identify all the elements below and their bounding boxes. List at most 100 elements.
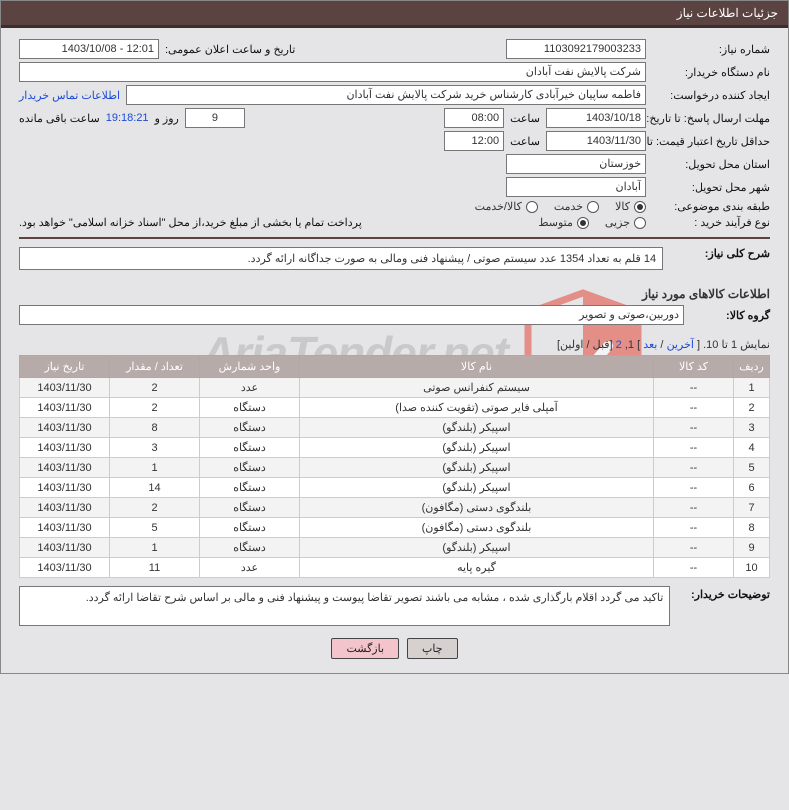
table-cell: آمپلی فایر صوتی (تقویت کننده صدا)	[300, 398, 654, 418]
table-cell: 1403/11/30	[20, 558, 110, 578]
table-cell: دستگاه	[200, 538, 300, 558]
table-cell: --	[654, 498, 734, 518]
province-value: خوزستان	[506, 154, 646, 174]
table-cell: 1403/11/30	[20, 438, 110, 458]
announce-label: تاریخ و ساعت اعلان عمومی:	[165, 43, 295, 56]
category-label: طبقه بندی موضوعی:	[652, 200, 770, 213]
validity-time: 12:00	[444, 131, 504, 151]
table-cell: دستگاه	[200, 418, 300, 438]
table-cell: --	[654, 418, 734, 438]
table-cell: دستگاه	[200, 458, 300, 478]
th-row: ردیف	[734, 356, 770, 378]
table-row: 8--بلندگوی دستی (مگافون)دستگاه51403/11/3…	[20, 518, 770, 538]
process-radio-group: جزیی متوسط	[538, 216, 646, 229]
validity-time-word: ساعت	[510, 135, 540, 148]
table-cell: اسپیکر (بلندگو)	[300, 478, 654, 498]
table-cell: عدد	[200, 558, 300, 578]
paging-suffix: [قبل / اولین]	[557, 339, 613, 351]
buyer-org-label: نام دستگاه خریدار:	[652, 66, 770, 79]
overall-desc-value: 14 قلم به تعداد 1354 عدد سیستم صوتی / پی…	[19, 247, 663, 270]
radio-item-both[interactable]: کالا/خدمت	[475, 200, 538, 213]
table-cell: 1403/11/30	[20, 538, 110, 558]
table-cell: --	[654, 518, 734, 538]
table-cell: 1403/11/30	[20, 398, 110, 418]
paging-prefix: نمایش 1 تا 10. [	[697, 339, 770, 351]
table-cell: 3	[110, 438, 200, 458]
paging-mid: ] 1,	[622, 339, 640, 351]
panel-title: جزئیات اطلاعات نیاز	[1, 1, 788, 28]
table-cell: 1403/11/30	[20, 518, 110, 538]
table-row: 5--اسپیکر (بلندگو)دستگاه11403/11/30	[20, 458, 770, 478]
table-cell: --	[654, 538, 734, 558]
table-cell: 1403/11/30	[20, 458, 110, 478]
table-cell: سیستم کنفرانس صوتی	[300, 378, 654, 398]
validity-date: 1403/11/30	[546, 131, 646, 151]
radio-dot-icon	[587, 201, 599, 213]
th-unit: واحد شمارش	[200, 356, 300, 378]
need-no-label: شماره نیاز:	[652, 43, 770, 56]
goods-section-title: اطلاعات کالاهای مورد نیاز	[19, 287, 770, 301]
table-cell: 3	[734, 418, 770, 438]
table-cell: 10	[734, 558, 770, 578]
table-cell: گیره پایه	[300, 558, 654, 578]
table-cell: 1403/11/30	[20, 498, 110, 518]
deadline-label: مهلت ارسال پاسخ: تا تاریخ:	[652, 112, 770, 125]
table-cell: دستگاه	[200, 478, 300, 498]
th-code: کد کالا	[654, 356, 734, 378]
table-cell: بلندگوی دستی (مگافون)	[300, 498, 654, 518]
table-cell: دستگاه	[200, 518, 300, 538]
need-no-value: 1103092179003233	[506, 39, 646, 59]
table-cell: 5	[110, 518, 200, 538]
table-cell: دستگاه	[200, 398, 300, 418]
divider	[19, 237, 770, 239]
process-label: نوع فرآیند خرید :	[652, 216, 770, 229]
table-row: 2--آمپلی فایر صوتی (تقویت کننده صدا)دستگ…	[20, 398, 770, 418]
requester-value: فاطمه ساپیان خیرآبادی کارشناس خرید شرکت …	[126, 85, 646, 105]
time-left: 19:18:21	[106, 112, 149, 124]
radio-dot-icon	[577, 217, 589, 229]
deadline-time-word: ساعت	[510, 112, 540, 125]
table-cell: 11	[110, 558, 200, 578]
table-row: 1--سیستم کنفرانس صوتیعدد21403/11/30	[20, 378, 770, 398]
back-button[interactable]: بازگشت	[331, 638, 399, 659]
buyer-notes-label: توضیحات خریدار:	[678, 586, 770, 601]
paging-last-link[interactable]: آخرین	[667, 339, 694, 351]
table-cell: 5	[734, 458, 770, 478]
paging-next-link[interactable]: بعد	[643, 339, 657, 351]
table-row: 10--گیره پایهعدد111403/11/30	[20, 558, 770, 578]
table-cell: 8	[110, 418, 200, 438]
table-cell: عدد	[200, 378, 300, 398]
buyer-contact-link[interactable]: اطلاعات تماس خریدار	[19, 89, 120, 102]
print-button[interactable]: چاپ	[407, 638, 458, 659]
table-cell: --	[654, 398, 734, 418]
group-label: گروه کالا:	[690, 309, 770, 322]
radio-item-service[interactable]: خدمت	[554, 200, 599, 213]
radio-label: خدمت	[554, 200, 583, 213]
group-value: دوربین،صوتی و تصویر	[19, 305, 684, 325]
table-row: 7--بلندگوی دستی (مگافون)دستگاه21403/11/3…	[20, 498, 770, 518]
table-row: 6--اسپیکر (بلندگو)دستگاه141403/11/30	[20, 478, 770, 498]
deadline-date: 1403/10/18	[546, 108, 646, 128]
table-cell: 1403/11/30	[20, 378, 110, 398]
table-cell: اسپیکر (بلندگو)	[300, 538, 654, 558]
table-cell: --	[654, 378, 734, 398]
radio-item-medium[interactable]: متوسط	[538, 216, 589, 229]
overall-desc-label: شرح کلی نیاز:	[669, 247, 770, 260]
table-cell: 1	[110, 458, 200, 478]
table-cell: 2	[110, 378, 200, 398]
panel-body: AriaTender.net شماره نیاز: 1103092179003…	[1, 28, 788, 673]
radio-item-minor[interactable]: جزیی	[605, 216, 646, 229]
table-cell: اسپیکر (بلندگو)	[300, 458, 654, 478]
radio-dot-icon	[526, 201, 538, 213]
table-cell: 2	[110, 498, 200, 518]
radio-label: کالا/خدمت	[475, 200, 522, 213]
table-cell: 4	[734, 438, 770, 458]
items-table: ردیف کد کالا نام کالا واحد شمارش تعداد /…	[19, 355, 770, 578]
city-label: شهر محل تحویل:	[652, 181, 770, 194]
table-cell: اسپیکر (بلندگو)	[300, 438, 654, 458]
category-radio-group: کالا خدمت کالا/خدمت	[475, 200, 646, 213]
days-and-word: روز و	[155, 112, 179, 125]
radio-item-goods[interactable]: کالا	[615, 200, 646, 213]
buyer-notes-value: تاکید می گردد اقلام بارگذاری شده ، مشابه…	[19, 586, 670, 626]
table-cell: --	[654, 478, 734, 498]
